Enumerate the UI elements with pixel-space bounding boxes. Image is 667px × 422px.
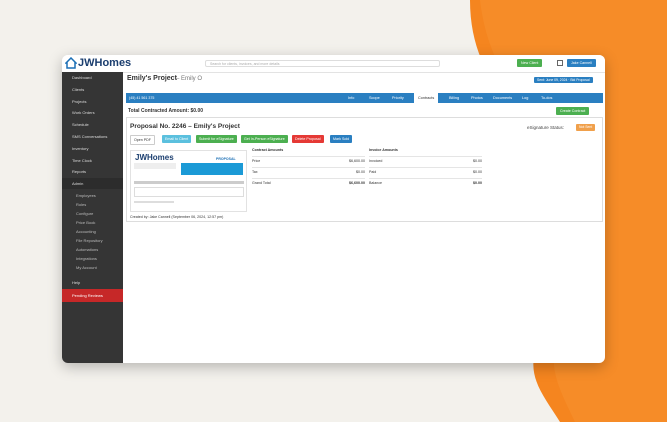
thumbnail-heading: PROPOSAL: [216, 157, 236, 161]
sent-badge: Sent: June 09, 2024 · Bid Proposal: [534, 77, 593, 83]
amount-label: Price: [252, 159, 261, 163]
client-name: – Emily O: [176, 76, 203, 82]
proposal-button[interactable]: Get In-Person eSignature: [241, 135, 288, 143]
sidebar-item[interactable]: Inventory: [72, 145, 89, 151]
sidebar-item[interactable]: SMS Conversations: [72, 134, 108, 139]
logo-icon: [65, 57, 77, 69]
create-contract-button[interactable]: Create Contract: [556, 107, 590, 115]
phone: (45) 41 561 375: [129, 96, 155, 100]
thumbnail-line: [134, 201, 174, 203]
tab[interactable]: To-dos: [541, 96, 553, 100]
tab[interactable]: Contracts: [414, 93, 439, 103]
amounts-heading: Contract Amounts: [252, 148, 284, 152]
sidebar-item[interactable]: Projects: [72, 98, 87, 104]
sidebar-item[interactable]: Reports: [72, 169, 87, 175]
amount-row-line: [252, 156, 365, 157]
sidebar-item[interactable]: Work Orders: [72, 110, 95, 116]
amount-value: $0.00: [473, 181, 482, 185]
thumbnail-block: [134, 163, 176, 169]
tab[interactable]: Priority: [392, 96, 404, 100]
sidebar-subitem[interactable]: File Repository: [76, 238, 103, 243]
amount-row-line: [369, 156, 482, 157]
user-button[interactable]: Jake Cannell: [567, 59, 596, 67]
proposal-button[interactable]: Email to Client: [162, 135, 192, 143]
total-amount: Total Contracted Amount: $0.00: [128, 108, 204, 114]
amount-row-line: [252, 178, 365, 179]
top-bar: [62, 55, 605, 73]
sidebar-item[interactable]: Admin: [62, 178, 123, 190]
amount-row-line: [252, 167, 365, 168]
sidebar-subitem[interactable]: My Account: [76, 265, 97, 270]
sidebar-item[interactable]: Time Clock: [72, 157, 92, 163]
sidebar-subitem[interactable]: Integrations: [76, 256, 97, 261]
proposal-button[interactable]: Mark Sold: [330, 135, 353, 143]
amount-row-line: [369, 167, 482, 168]
tab[interactable]: Log: [522, 96, 529, 100]
amounts-heading: Invoice Amounts: [369, 148, 398, 152]
expand-icon[interactable]: [557, 60, 563, 66]
sidebar-subitem[interactable]: Automations: [76, 247, 99, 252]
amount-label: Paid: [369, 170, 377, 174]
thumbnail-line: [134, 181, 244, 184]
sent-date: Sent: June 09, 2024: [537, 78, 568, 82]
sidebar-item[interactable]: Help: [72, 280, 81, 285]
sidebar-item[interactable]: Schedule: [72, 122, 89, 128]
tab[interactable]: Documents: [493, 96, 513, 100]
proposal-title: Proposal No. 2246 – Emily's Project: [130, 123, 240, 130]
proposal-panel: [126, 117, 603, 222]
amount-label: Tax: [252, 170, 258, 174]
tab[interactable]: Billing: [449, 96, 460, 100]
amount-value: $0.00: [473, 170, 482, 174]
amount-label: Balance: [369, 181, 382, 185]
proposal-button[interactable]: Submit for eSignature: [196, 135, 237, 143]
status: Bid Proposal: [570, 78, 590, 82]
sidebar-subitem[interactable]: Accounting: [76, 229, 96, 234]
amount-value: $0.00: [473, 159, 482, 163]
project-title: Emily's Project: [127, 75, 177, 82]
proposal-thumbnail[interactable]: JWHomes PROPOSAL: [130, 150, 247, 212]
amount-row-line: [369, 178, 482, 179]
proposal-button[interactable]: Delete Proposal: [292, 135, 324, 143]
sidebar-subitem[interactable]: Employees: [76, 193, 96, 198]
thumbnail-table: [134, 187, 244, 197]
amount-label: Grand Total: [252, 181, 271, 185]
sidebar-subitem[interactable]: Price Book: [76, 220, 96, 225]
search-box[interactable]: Search for clients, invoices, and more d…: [205, 60, 440, 67]
amount-value: $6,600.00: [349, 159, 365, 163]
sidebar-item[interactable]: Clients: [72, 86, 85, 92]
created-by: Created by: Jake Cannell (September 06, …: [130, 215, 224, 219]
sidebar-item[interactable]: Dashboard: [72, 75, 92, 80]
sidebar-subitem[interactable]: Roles: [76, 202, 87, 207]
pending-reviews[interactable]: Pending Reviews: [62, 289, 123, 302]
esign-status: Not Sent: [576, 124, 596, 131]
esign-label: eSignature Status:: [527, 125, 565, 130]
app-window: JWHomes Search for clients, invoices, an…: [62, 55, 605, 363]
amount-label: Invoiced: [369, 159, 383, 163]
thumbnail-logo: JWHomes: [135, 153, 174, 162]
amount-value: $6,600.00: [349, 181, 365, 185]
tab[interactable]: Scope: [369, 96, 380, 100]
tab[interactable]: Photos: [471, 96, 483, 100]
new-client-button[interactable]: New Client: [517, 59, 543, 67]
amount-value: $0.00: [356, 170, 365, 174]
tab-bar: [126, 93, 603, 103]
thumbnail-block: [181, 163, 243, 175]
logo: JWHomes: [78, 57, 132, 69]
tab[interactable]: Info: [348, 96, 355, 100]
sidebar-subitem[interactable]: Configure: [76, 211, 94, 216]
sidebar: [62, 72, 123, 363]
proposal-button[interactable]: Open PDF: [130, 135, 155, 145]
